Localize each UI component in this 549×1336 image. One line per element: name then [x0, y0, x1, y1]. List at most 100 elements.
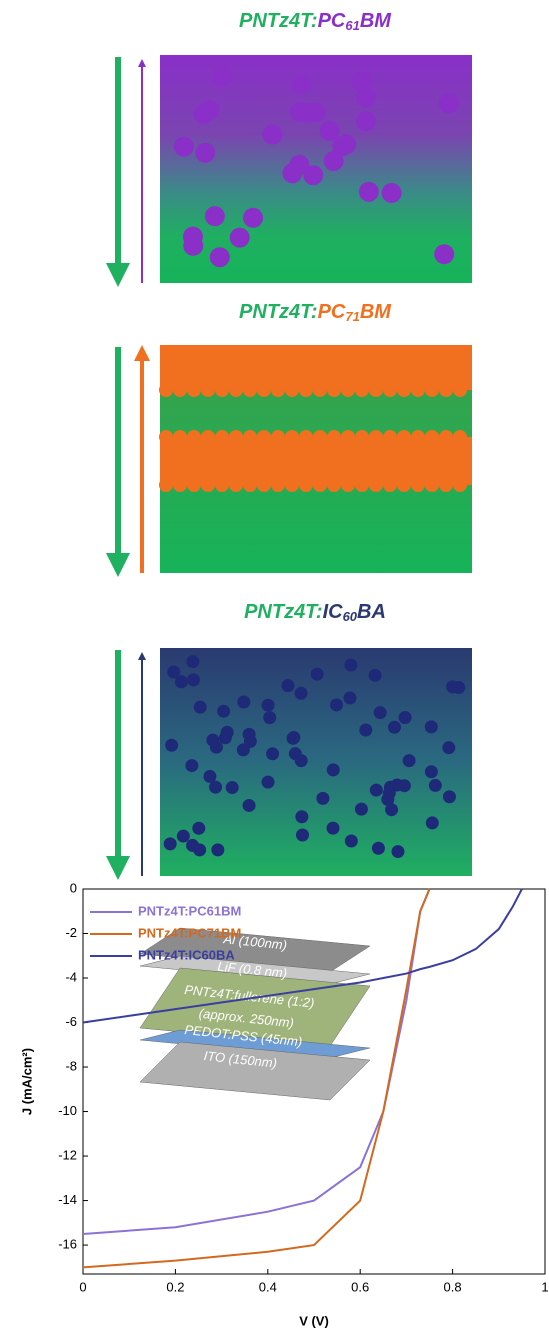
- acceptor-bump: [229, 430, 243, 444]
- fullerene: [424, 765, 438, 779]
- acceptor-bump: [201, 383, 215, 397]
- fullerene: [439, 93, 460, 114]
- acceptor-bump: [439, 478, 453, 492]
- acceptor-bump: [411, 478, 425, 492]
- acceptor-bump: [439, 430, 453, 444]
- fullerene: [358, 181, 379, 202]
- fullerene: [425, 816, 439, 830]
- acceptor-bump: [285, 383, 299, 397]
- acceptor-band: [160, 437, 472, 485]
- fullerene: [381, 182, 402, 203]
- fullerene: [373, 706, 387, 720]
- fullerene: [356, 87, 377, 108]
- y-axis-label: J (mA/cm²): [19, 1048, 34, 1115]
- acceptor-bump: [271, 430, 285, 444]
- fullerene: [163, 837, 177, 851]
- acceptor-bump: [271, 478, 285, 492]
- y-tick-label: -16: [58, 1237, 77, 1252]
- acceptor-bump: [397, 430, 411, 444]
- fullerene: [351, 71, 372, 92]
- acceptor-bump: [201, 430, 215, 444]
- fullerene: [199, 100, 220, 121]
- acceptor-bump: [341, 383, 355, 397]
- acceptor-bump: [159, 478, 173, 492]
- fullerene: [369, 783, 383, 797]
- acceptor-bump: [299, 430, 313, 444]
- donor: PNTz4T:: [239, 10, 318, 32]
- fullerene: [236, 743, 250, 757]
- y-tick-label: 0: [70, 880, 77, 895]
- subscript: 71: [345, 309, 359, 324]
- fullerene: [391, 845, 405, 859]
- acceptor: PC: [318, 10, 346, 32]
- acceptor-bump: [187, 478, 201, 492]
- acceptor-bump: [299, 478, 313, 492]
- fullerene: [237, 695, 251, 709]
- x-tick-label: 0.6: [351, 1279, 369, 1294]
- acceptor-bump: [285, 478, 299, 492]
- fullerene: [186, 655, 200, 669]
- layer-label: Al (100nm): [222, 931, 288, 953]
- acceptor-bump: [173, 430, 187, 444]
- acceptor-bump: [173, 383, 187, 397]
- acceptor: PC: [318, 301, 346, 323]
- fullerene: [446, 680, 460, 694]
- fullerene: [192, 821, 206, 835]
- acceptor-bump: [453, 383, 467, 397]
- x-tick-label: 0.8: [444, 1279, 462, 1294]
- fullerene: [209, 740, 223, 754]
- fullerene: [297, 102, 318, 123]
- fullerene: [343, 691, 357, 705]
- fullerene: [326, 821, 340, 835]
- fullerene: [329, 698, 343, 712]
- y-tick-label: -14: [58, 1192, 77, 1207]
- y-tick-label: -2: [65, 925, 77, 940]
- fullerene: [442, 741, 456, 755]
- plot-frame: [82, 888, 546, 1275]
- acceptor-bump: [313, 478, 327, 492]
- fullerene: [336, 134, 357, 155]
- x-tick-label: 0.2: [166, 1279, 184, 1294]
- acceptor-bump: [411, 430, 425, 444]
- acceptor-bump: [369, 383, 383, 397]
- fullerene: [261, 775, 275, 789]
- acceptor-bump: [453, 478, 467, 492]
- x-axis-label: V (V): [299, 1313, 329, 1328]
- acceptor-bump: [257, 430, 271, 444]
- acceptor-bump: [257, 478, 271, 492]
- jv-chart: Al (100nm)LiF (0.8 nm)PNTz4T:fullerene (…: [19, 880, 548, 1328]
- fullerene: [263, 711, 277, 725]
- fullerene: [291, 74, 312, 95]
- film: [160, 648, 472, 876]
- acceptor-bump: [159, 430, 173, 444]
- acceptor-bump: [369, 430, 383, 444]
- fullerene: [434, 244, 455, 265]
- acceptor-bump: [425, 430, 439, 444]
- series-line: [82, 888, 431, 1269]
- fullerene: [319, 120, 340, 141]
- y-tick-label: -12: [58, 1147, 77, 1162]
- fullerene: [167, 665, 181, 679]
- acceptor-bump: [229, 478, 243, 492]
- acceptor-bump: [369, 478, 383, 492]
- fullerene: [382, 786, 396, 800]
- layer-label: LiF (0.8 nm): [217, 959, 288, 981]
- fullerene: [310, 667, 324, 681]
- fullerene: [211, 66, 232, 87]
- fullerene: [286, 731, 300, 745]
- fullerene: [402, 754, 416, 768]
- panel-title: PNTz4T:PC61BM: [239, 10, 392, 33]
- fullerene: [193, 700, 207, 714]
- acceptor-bump: [173, 478, 187, 492]
- fullerene: [242, 798, 256, 812]
- fullerene: [344, 658, 358, 672]
- acceptor-bump: [187, 430, 201, 444]
- acceptor-bump: [243, 383, 257, 397]
- fullerene: [173, 136, 194, 157]
- subscript: 60: [343, 609, 358, 624]
- acceptor-bump: [425, 383, 439, 397]
- fullerene: [262, 124, 283, 145]
- fullerene: [323, 151, 344, 172]
